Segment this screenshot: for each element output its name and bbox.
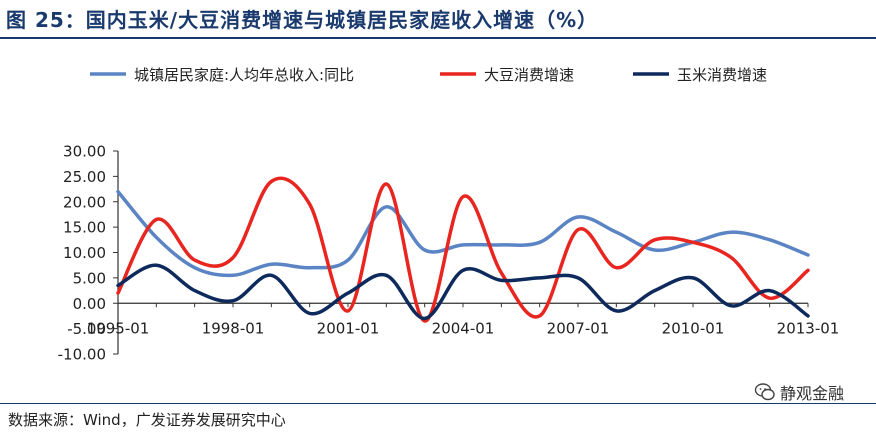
x-tick-label: 2013-01 <box>777 319 840 337</box>
legend-label-3: 玉米消费增速 <box>677 66 767 84</box>
y-axis: 30.00 25.00 20.00 15.00 10.00 5.00 0.00 -5.00 -1… <box>58 143 119 364</box>
series-line-2 <box>116 176 810 323</box>
x-tick-label: 2001-01 <box>317 319 380 337</box>
y-tick-label: -5.00 <box>67 320 106 338</box>
x-tick-label: 2004-01 <box>432 319 495 337</box>
chart-title: 图 25：国内玉米/大豆消费增速与城镇居民家庭收入增速（%） <box>6 8 599 32</box>
y-tick-label: 25.00 <box>63 168 106 186</box>
y-tick-label: 20.00 <box>63 193 106 211</box>
x-tick-label: 2010-01 <box>662 319 725 337</box>
y-tick-label: 15.00 <box>63 219 106 237</box>
y-tick-label: 5.00 <box>73 269 106 287</box>
y-tick-label: 0.00 <box>73 295 106 313</box>
x-axis: 1995-01 1998-01 2001-01 2004-01 2007-01 2010-… <box>87 302 840 337</box>
legend: 城镇居民家庭:人均年总收入:同比 大豆消费增速 玉米消费增速 <box>90 66 767 84</box>
x-tick-label: 1998-01 <box>202 319 265 337</box>
wechat-icon <box>754 383 775 401</box>
y-tick-label: 30.00 <box>63 143 106 161</box>
watermark: 静观金融 <box>754 380 844 404</box>
legend-label-2: 大豆消费增速 <box>484 66 574 84</box>
legend-label-1: 城镇居民家庭:人均年总收入:同比 <box>134 66 354 84</box>
y-tick-label: 10.00 <box>63 244 106 262</box>
watermark-text: 静观金融 <box>779 384 844 403</box>
series-line-3 <box>116 263 810 321</box>
line-chart: 城镇居民家庭:人均年总收入:同比 大豆消费增速 玉米消费增速 30.00 25.00 2… <box>58 66 840 364</box>
source-note: 数据来源：Wind，广发证券发展研究中心 <box>8 411 286 429</box>
title-underline <box>0 37 876 39</box>
x-tick-label: 1995-01 <box>87 319 150 337</box>
x-tick-label: 2007-01 <box>547 319 610 337</box>
y-tick-label: -10.00 <box>58 346 106 364</box>
footer-rule <box>0 403 876 404</box>
series-lines <box>116 176 810 323</box>
series-line-1 <box>116 189 810 278</box>
